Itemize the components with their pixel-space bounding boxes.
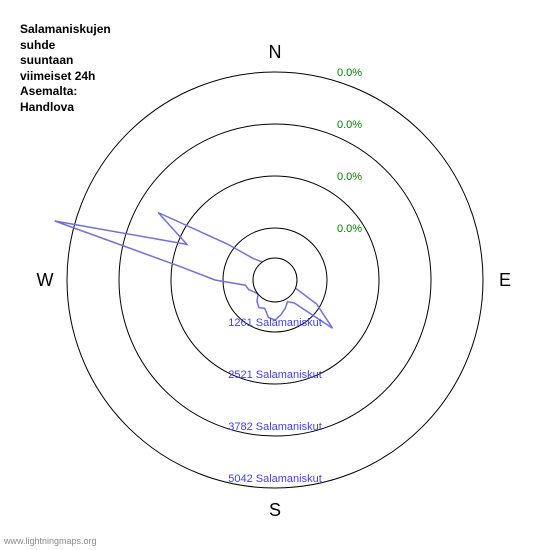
- pct-label: 0.0%: [337, 67, 362, 79]
- pct-label: 0.0%: [337, 223, 362, 235]
- polar-chart: 0.0% 0.0% 0.0% 0.0% 1261 Salamaniskut 2521 Sa…: [0, 0, 550, 550]
- center-circle: [253, 258, 297, 302]
- ring-label: 1261 Salamaniskut: [228, 317, 322, 329]
- cardinal-e: E: [499, 270, 511, 290]
- cardinal-s: S: [269, 500, 281, 520]
- ring-label: 5042 Salamaniskut: [228, 473, 322, 485]
- cardinal-w: W: [37, 270, 54, 290]
- cardinal-n: N: [269, 42, 282, 62]
- pct-label: 0.0%: [337, 171, 362, 183]
- chart-container: Salamaniskujen suhde suuntaan viimeiset …: [0, 0, 550, 550]
- pct-label: 0.0%: [337, 119, 362, 131]
- ring-label: 3782 Salamaniskut: [228, 421, 322, 433]
- ring-label: 2521 Salamaniskut: [228, 369, 322, 381]
- footer-attribution: www.lightningmaps.org: [4, 536, 97, 546]
